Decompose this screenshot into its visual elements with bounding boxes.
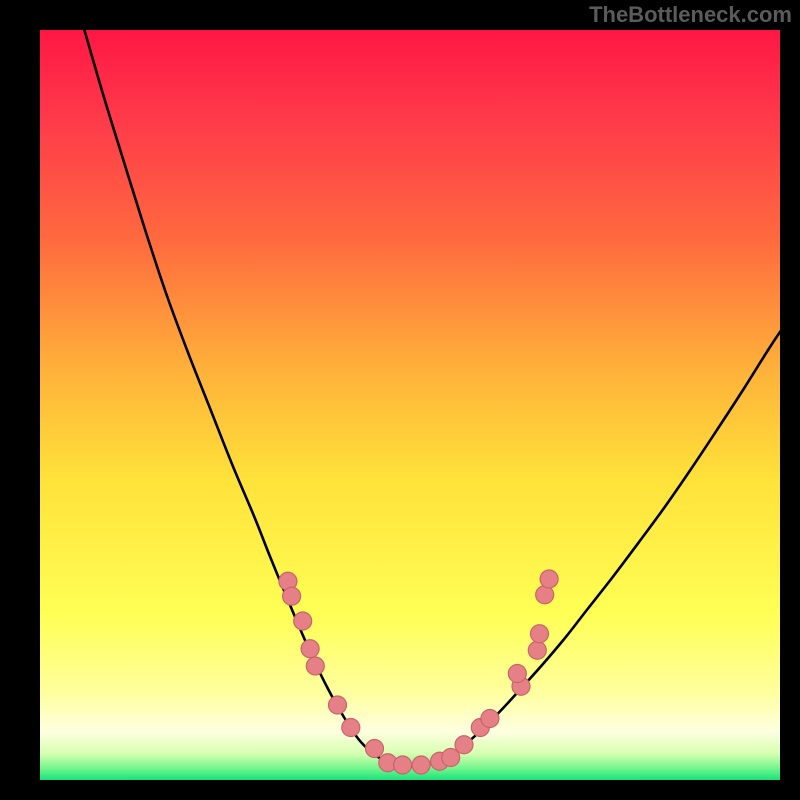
chart-background	[40, 30, 780, 780]
data-marker	[536, 586, 554, 604]
data-marker	[365, 740, 383, 758]
watermark-text: TheBottleneck.com	[589, 2, 792, 28]
data-marker	[283, 587, 301, 605]
data-marker	[540, 570, 558, 588]
bottleneck-curve-chart	[40, 30, 780, 780]
data-marker	[412, 756, 430, 774]
plot-area	[40, 30, 780, 780]
data-marker	[531, 625, 549, 643]
data-marker	[394, 756, 412, 774]
data-marker	[455, 736, 473, 754]
data-marker	[342, 719, 360, 737]
data-marker	[294, 612, 312, 630]
data-marker	[328, 696, 346, 714]
data-marker	[301, 640, 319, 658]
data-marker	[306, 657, 324, 675]
chart-frame: TheBottleneck.com	[0, 0, 800, 800]
data-marker	[508, 665, 526, 683]
data-marker	[528, 641, 546, 659]
data-marker	[481, 710, 499, 728]
